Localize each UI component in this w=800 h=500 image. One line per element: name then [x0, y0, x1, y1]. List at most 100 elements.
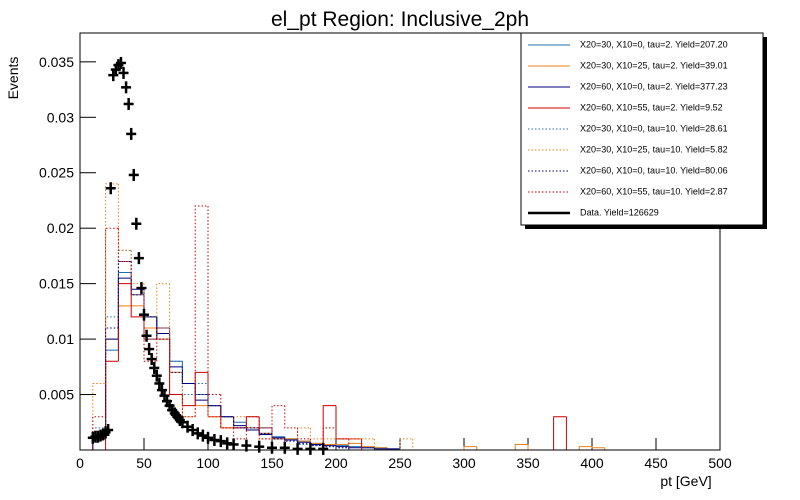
hist-bin — [105, 183, 119, 384]
data-point — [121, 81, 132, 94]
frame — [79, 32, 721, 451]
data-point — [146, 353, 157, 366]
data-point — [318, 442, 329, 455]
legend-label: X20=60, X10=55, tau=2. Yield=9.52 — [580, 102, 723, 112]
legend-label: X20=60, X10=0, tau=10. Yield=80.06 — [580, 165, 728, 175]
y-tick-label: 0.015 — [39, 276, 74, 292]
y-tick-label: 0.005 — [39, 387, 74, 403]
hist-bin — [284, 405, 298, 429]
data-point — [136, 282, 147, 295]
hist-bin — [117, 228, 132, 262]
data-point — [228, 438, 239, 451]
data-point — [154, 377, 165, 390]
data-point — [131, 217, 142, 230]
hist-bin — [130, 261, 144, 296]
hist-bin — [207, 206, 221, 396]
x-tick-label: 50 — [136, 455, 152, 471]
data-point — [149, 361, 160, 374]
hist-bin — [194, 205, 208, 417]
hist-bin — [105, 227, 119, 417]
data-point — [267, 441, 277, 454]
y-tick-label: 0.035 — [39, 54, 74, 70]
y-tick-label: 0.03 — [47, 109, 74, 125]
hist-bin — [207, 394, 221, 407]
x-tick-label: 400 — [580, 455, 604, 471]
hist-bin — [245, 416, 260, 439]
legend-label: Data. Yield=126629 — [580, 207, 659, 217]
x-axis-label: pt [GeV] — [660, 473, 711, 489]
hist-bin — [169, 339, 183, 396]
hist-bin — [335, 446, 349, 449]
data-point — [115, 56, 126, 69]
data-point — [151, 369, 162, 382]
hist-bin — [181, 372, 196, 418]
hist-bin — [156, 283, 170, 317]
hist-bin — [220, 394, 234, 429]
data-point — [192, 427, 203, 440]
hist-bin — [271, 433, 285, 440]
data-point — [279, 441, 290, 454]
hist-bin — [258, 427, 272, 434]
data-point — [141, 329, 152, 342]
hist-bin — [117, 283, 132, 362]
data-point — [197, 429, 208, 442]
data-point — [139, 308, 149, 321]
legend-label: X20=30, X10=25, tau=10. Yield=5.82 — [580, 144, 728, 154]
data-point — [118, 66, 129, 79]
data-point — [305, 442, 316, 455]
data-point — [144, 343, 155, 356]
hist-bin — [297, 427, 311, 440]
hist-bin — [297, 441, 311, 444]
hist-bin — [169, 328, 183, 362]
legend-label: X20=30, X10=25, tau=2. Yield=39.01 — [580, 60, 728, 70]
data-point — [123, 97, 134, 110]
x-tick-label: 450 — [644, 455, 668, 471]
hist-bin — [258, 416, 272, 440]
data-point — [254, 440, 265, 453]
x-tick-label: 0 — [76, 455, 84, 471]
hist-bin — [130, 283, 144, 318]
chart-title: el_pt Region: Inclusive_2ph — [271, 8, 529, 31]
x-tick-label: 150 — [260, 455, 284, 471]
hist-bin — [105, 316, 119, 428]
hist-bin — [322, 427, 336, 450]
data-point — [105, 182, 116, 195]
legend-entries: X20=30, X10=0, tau=2. Yield=207.20 X20=30… — [528, 39, 728, 217]
hist-bin — [271, 405, 285, 439]
legend — [520, 32, 764, 226]
y-tick-label: 0.025 — [39, 165, 74, 181]
hist-bin — [105, 327, 119, 439]
hist-bin — [514, 443, 528, 450]
x-tick-label: 300 — [452, 455, 476, 471]
hist-bin — [553, 416, 567, 450]
hist-bin — [591, 446, 605, 449]
hist-bin — [399, 438, 413, 450]
x-tick-label: 100 — [196, 455, 220, 471]
data-point — [203, 431, 213, 444]
data-point — [182, 420, 193, 433]
hist-bin — [373, 447, 388, 450]
hist-bin — [335, 427, 349, 440]
data-point — [133, 252, 144, 265]
hist-bin — [297, 438, 311, 445]
legend-label: X20=60, X10=55, tau=10. Yield=2.87 — [580, 186, 728, 196]
x-tick-label: 350 — [516, 455, 540, 471]
data-point — [177, 416, 188, 429]
data-point — [292, 442, 303, 455]
hist-bin — [463, 446, 477, 450]
data-point — [126, 127, 137, 140]
hist-bin — [156, 338, 170, 362]
hist-bin — [578, 446, 592, 450]
hist-bin — [117, 260, 132, 329]
data-point — [103, 424, 114, 437]
legend-label: X20=60, X10=0, tau=2. Yield=377.23 — [580, 81, 728, 91]
y-tick-label: 0.01 — [47, 331, 74, 347]
hist-bin — [284, 438, 298, 442]
legend-label: X20=30, X10=0, tau=2. Yield=207.20 — [580, 39, 728, 49]
y-axis-label: Events — [5, 57, 21, 100]
y-tick-label: 0.02 — [47, 220, 74, 236]
data-point — [128, 168, 139, 181]
data-point — [215, 435, 226, 448]
x-tick-label: 250 — [388, 455, 412, 471]
